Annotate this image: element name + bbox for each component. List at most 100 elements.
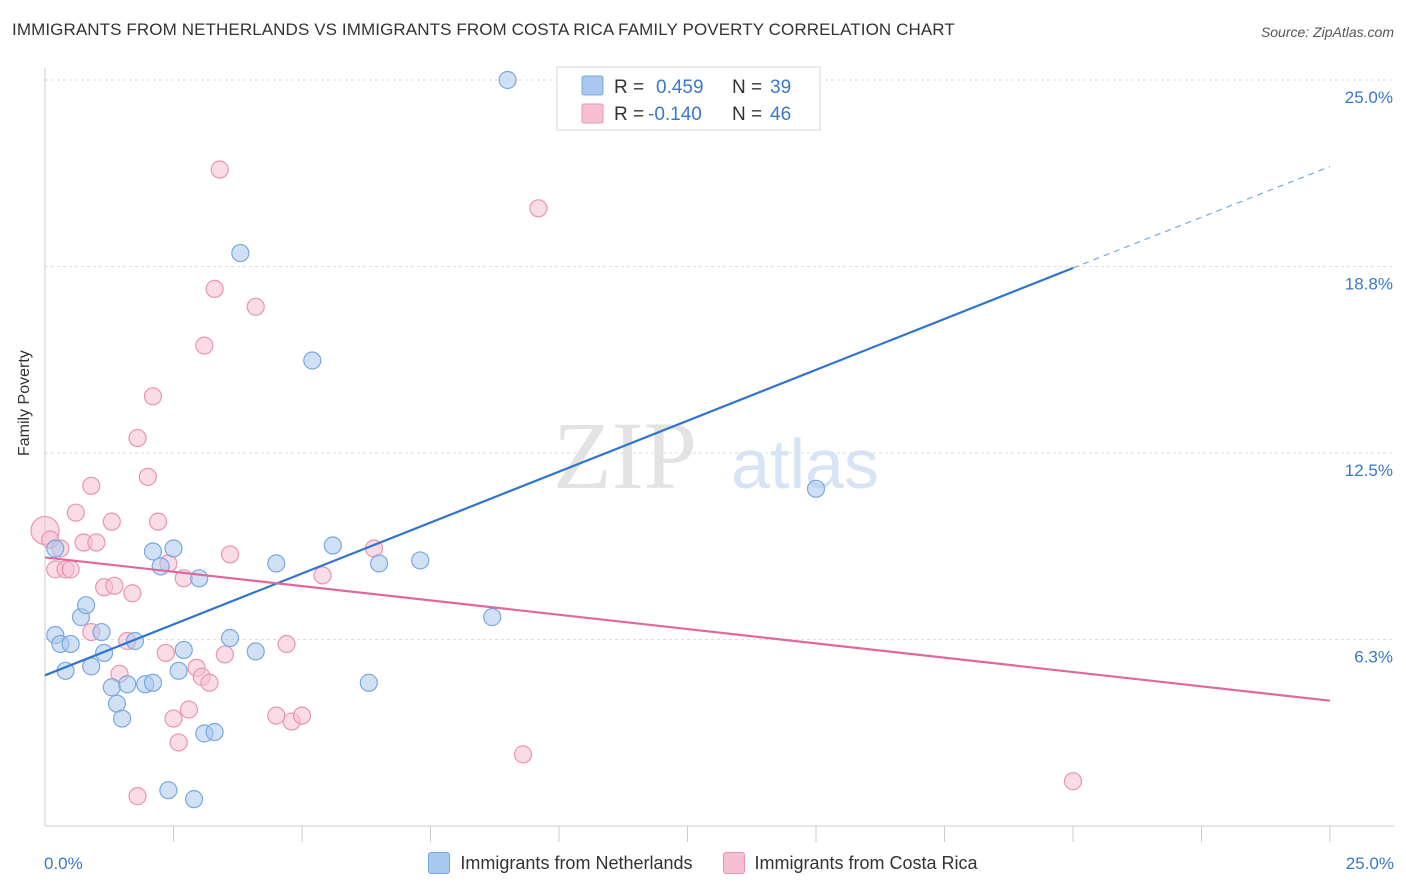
point-netherlands-37 xyxy=(806,479,826,498)
point-netherlands-22 xyxy=(174,640,193,660)
point-netherlands-21 xyxy=(169,661,188,680)
point-netherlands-30 xyxy=(303,351,322,370)
trend-line-netherlands-extension xyxy=(1072,165,1331,269)
axes xyxy=(44,68,1394,842)
gridlines xyxy=(45,79,1394,640)
point-netherlands-0 xyxy=(46,539,65,558)
legend-label-costa-rica: Immigrants from Costa Rica xyxy=(754,852,978,873)
stats-legend-swatch-costa-rica xyxy=(581,103,604,124)
x-tick-label-left: 0.0% xyxy=(44,854,83,873)
point-costa-rica-31 xyxy=(200,673,219,692)
point-costa-rica-10 xyxy=(87,533,106,552)
point-costa-rica-6 xyxy=(66,503,85,522)
series-legend: Immigrants from Netherlands Immigrants f… xyxy=(0,852,1406,874)
point-netherlands-35 xyxy=(483,608,502,627)
point-netherlands-18 xyxy=(151,557,170,576)
watermark-zip: ZIP xyxy=(553,402,697,509)
legend-swatch-netherlands xyxy=(428,852,451,874)
point-netherlands-20 xyxy=(164,539,183,558)
y-tick-label-0: 25.0% xyxy=(1345,88,1393,107)
stats-legend-swatch-netherlands xyxy=(581,75,604,96)
point-netherlands-32 xyxy=(359,673,378,692)
y-tick-labels: 25.0% 18.8% 12.5% 6.3% xyxy=(1345,88,1393,667)
point-netherlands-16 xyxy=(143,542,163,561)
point-costa-rica-35 xyxy=(220,545,240,564)
point-costa-rica-44 xyxy=(529,199,548,218)
point-costa-rica-21 xyxy=(148,512,168,531)
point-costa-rica-18 xyxy=(128,787,147,806)
point-costa-rica-16 xyxy=(123,584,142,603)
point-netherlands-38 xyxy=(231,243,250,263)
x-tick-labels: 0.0% 25.0% xyxy=(44,854,1394,873)
point-costa-rica-20 xyxy=(143,387,163,406)
legend-item-netherlands[interactable]: Immigrants from Netherlands xyxy=(428,852,693,874)
point-costa-rica-17 xyxy=(128,428,147,448)
point-costa-rica-19 xyxy=(138,467,157,486)
point-costa-rica-43 xyxy=(513,745,533,764)
stats-legend-r-value-costa-rica: -0.140 xyxy=(648,104,702,125)
point-costa-rica-33 xyxy=(210,160,229,179)
source-label: Source: ZipAtlas.com xyxy=(1260,24,1394,40)
y-tick-label-2: 12.5% xyxy=(1345,461,1393,480)
stats-legend-r-value-netherlands: 0.459 xyxy=(656,77,704,98)
point-netherlands-27 xyxy=(220,628,240,648)
point-costa-rica-30 xyxy=(195,336,214,355)
stats-legend-n-label-netherlands: N = xyxy=(732,77,762,98)
point-netherlands-28 xyxy=(246,642,265,661)
point-netherlands-14 xyxy=(125,631,145,651)
point-netherlands-8 xyxy=(92,622,111,642)
point-costa-rica-8 xyxy=(82,476,101,495)
point-costa-rica-24 xyxy=(164,709,183,728)
stats-legend-n-value-netherlands: 39 xyxy=(770,77,791,98)
point-costa-rica-27 xyxy=(179,700,199,719)
point-costa-rica-5 xyxy=(61,560,80,579)
series-costa-rica-points xyxy=(30,160,1083,806)
point-netherlands-12 xyxy=(112,709,132,728)
point-costa-rica-13 xyxy=(105,576,124,595)
watermark: ZIP atlas xyxy=(553,402,879,509)
point-netherlands-26 xyxy=(205,722,224,742)
stats-legend-n-label-costa-rica: N = xyxy=(732,104,762,125)
trend-line-netherlands xyxy=(44,266,1074,677)
point-netherlands-4 xyxy=(61,634,80,654)
point-netherlands-31 xyxy=(323,536,342,555)
point-netherlands-17 xyxy=(143,673,163,692)
point-costa-rica-25 xyxy=(169,733,188,752)
x-tick-label-right: 25.0% xyxy=(1346,854,1394,873)
point-netherlands-33 xyxy=(370,554,389,573)
point-costa-rica-38 xyxy=(277,634,296,654)
legend-swatch-costa-rica xyxy=(722,852,745,874)
legend-label-netherlands: Immigrants from Netherlands xyxy=(460,852,693,873)
point-costa-rica-22 xyxy=(156,643,175,663)
point-netherlands-10 xyxy=(102,678,121,697)
point-netherlands-6 xyxy=(77,596,96,615)
point-costa-rica-37 xyxy=(267,706,286,725)
point-netherlands-24 xyxy=(190,569,209,588)
y-tick-label-1: 18.8% xyxy=(1345,275,1393,294)
point-netherlands-19 xyxy=(159,781,178,800)
stats-legend-r-label-netherlands: R = xyxy=(614,77,644,98)
point-costa-rica-40 xyxy=(292,706,312,725)
point-costa-rica-41 xyxy=(313,566,332,585)
legend-item-costa-rica[interactable]: Immigrants from Costa Rica xyxy=(722,852,978,874)
stats-legend: R = 0.459 N = 39 R = -0.140 N = 46 xyxy=(556,66,821,131)
series-netherlands-points xyxy=(46,70,826,809)
point-netherlands-36 xyxy=(498,70,517,90)
point-netherlands-34 xyxy=(411,551,430,570)
point-netherlands-23 xyxy=(184,790,204,809)
trend-line-costa-rica xyxy=(44,556,1331,702)
point-costa-rica-36 xyxy=(246,297,265,316)
point-costa-rica-45 xyxy=(1063,772,1083,791)
point-costa-rica-12 xyxy=(102,512,121,531)
trend-lines xyxy=(44,165,1331,702)
point-netherlands-29 xyxy=(267,554,286,573)
stats-legend-r-label-costa-rica: R = xyxy=(614,104,644,125)
watermark-atlas: atlas xyxy=(731,425,879,503)
point-netherlands-13 xyxy=(118,675,137,694)
stats-legend-n-value-costa-rica: 46 xyxy=(770,104,791,125)
y-tick-label-3: 6.3% xyxy=(1354,648,1393,667)
point-costa-rica-34 xyxy=(215,645,234,664)
chart-title: IMMIGRANTS FROM NETHERLANDS VS IMMIGRANT… xyxy=(12,20,955,39)
point-costa-rica-32 xyxy=(205,279,224,298)
